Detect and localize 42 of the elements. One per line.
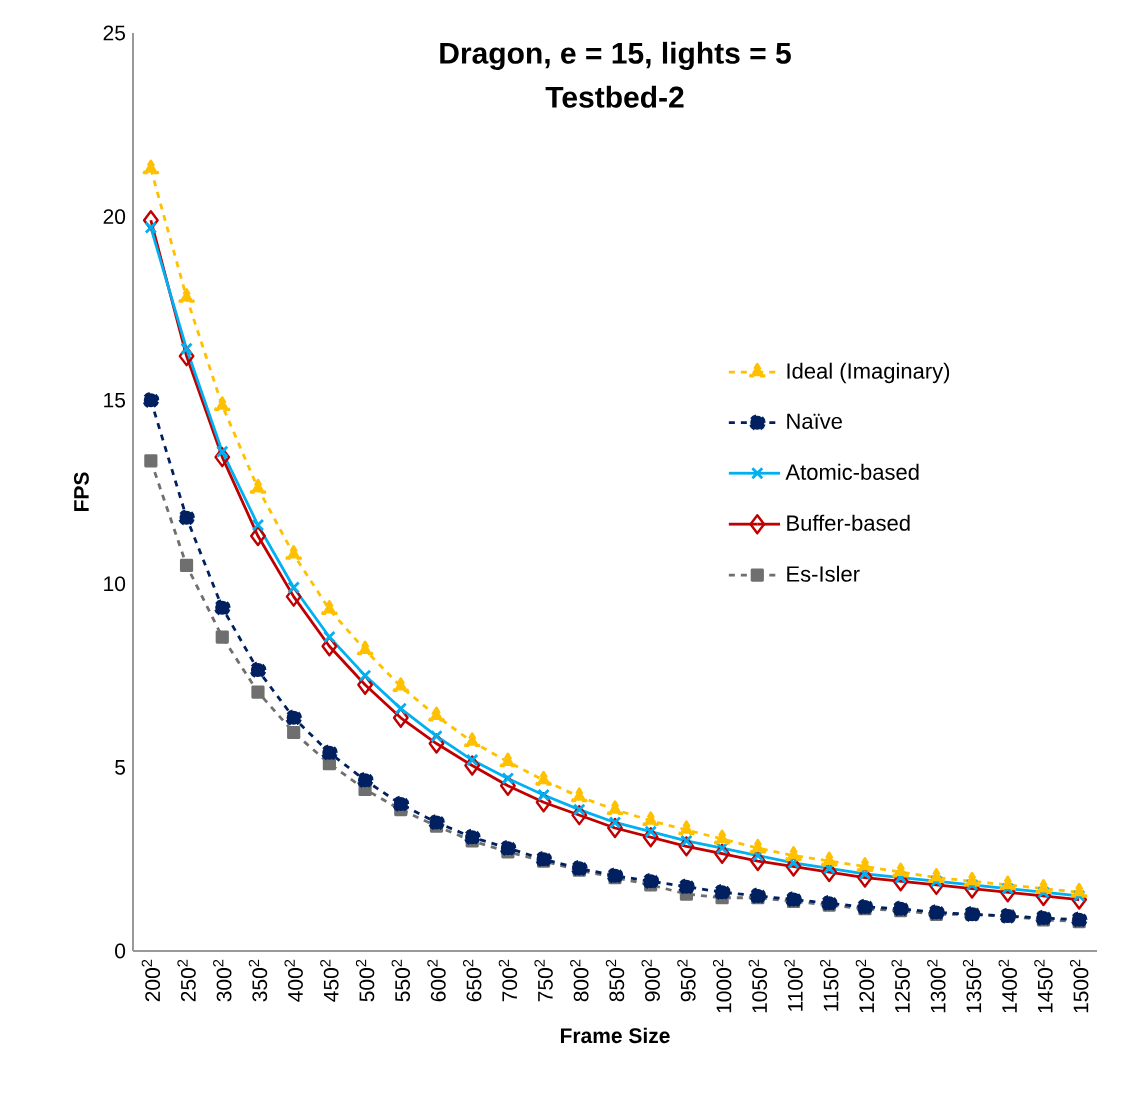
y-tick-label: 15	[104, 392, 126, 408]
y-tick-label: 5	[115, 760, 126, 775]
y-tick-label: 25	[103, 25, 126, 41]
x-tick-label: 600$^{2}$	[427, 959, 446, 1002]
x-axis-title: Frame Size	[560, 1027, 670, 1044]
y-tick-label: 20	[103, 209, 126, 225]
x-tick-label: 250$^{2}$	[177, 959, 196, 1002]
x-tick-label: 300$^{2}$	[213, 959, 232, 1002]
x-tick-label: 1500$^{2}$	[1069, 959, 1089, 1013]
legend-label: Ideal (Imaginary)	[787, 362, 950, 384]
x-tick-label: 500$^{2}$	[355, 959, 375, 1002]
x-tick-label: 400$^{2}$	[284, 959, 303, 1002]
x-tick-label: 650$^{2}$	[462, 959, 482, 1002]
x-tick-label: 350$^{2}$	[248, 959, 268, 1002]
legend-label: Atomic-based	[785, 463, 919, 480]
x-tick-label: 1450$^{2}$	[1034, 959, 1053, 1013]
x-tick-label: 1150$^{2}$	[820, 959, 839, 1011]
y-tick-label: 10	[104, 576, 126, 592]
x-tick-label: 1250$^{2}$	[891, 959, 910, 1013]
x-tick-label: 950$^{2}$	[677, 959, 696, 1002]
x-tick-label: 1000$^{2}$	[712, 959, 732, 1013]
x-tick-label: 200$^{2}$	[141, 959, 161, 1002]
legend-label: Buffer-based	[787, 514, 910, 531]
x-tick-label: 550$^{2}$	[391, 959, 410, 1002]
x-tick-label: 1400$^{2}$	[998, 959, 1017, 1013]
x-tick-label: 1050$^{2}$	[748, 959, 768, 1013]
chart-title: Dragon, e = 15, lights = 5	[440, 41, 791, 70]
y-tick-label: 0	[115, 943, 126, 959]
y-axis-title: FPS	[73, 472, 89, 511]
x-tick-label: 750$^{2}$	[534, 959, 553, 1002]
x-tick-label: 1350$^{2}$	[962, 959, 982, 1013]
legend-label: Naïve	[787, 413, 842, 429]
legend-label: Es-Isler	[787, 565, 860, 582]
x-tick-label: 450$^{2}$	[320, 959, 339, 1002]
text: Testbed-2	[545, 85, 684, 108]
x-tick-label: 700$^{2}$	[498, 959, 518, 1002]
x-tick-label: 1300$^{2}$	[927, 959, 946, 1013]
x-tick-label: 850$^{2}$	[605, 959, 625, 1002]
x-tick-label: 900$^{2}$	[641, 959, 660, 1002]
x-tick-label: 1200$^{2}$	[855, 959, 875, 1013]
x-tick-label: 800$^{2}$	[570, 959, 589, 1002]
x-tick-label: 1100$^{2}$	[784, 959, 803, 1011]
